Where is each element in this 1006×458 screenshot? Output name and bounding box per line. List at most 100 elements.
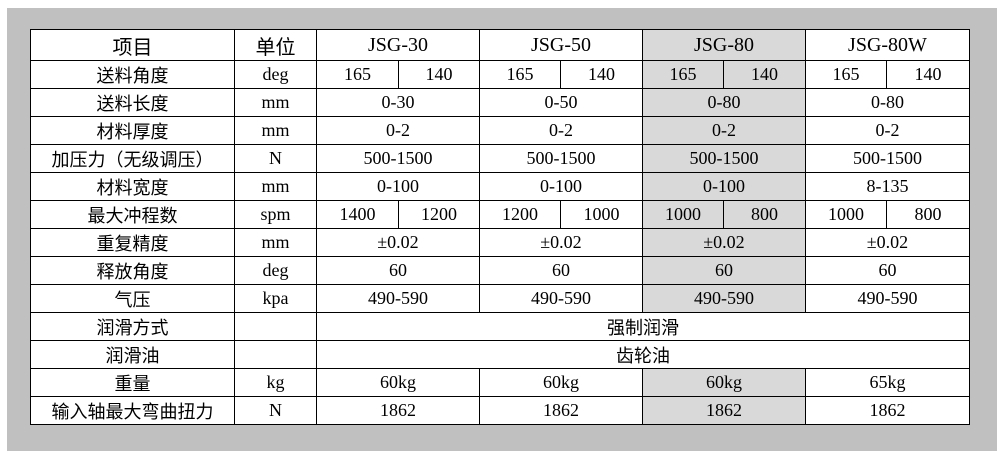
- value-cell: 1200: [479, 200, 561, 229]
- unit-cell: spm: [234, 200, 317, 229]
- table-row: 送料长度 mm 0-30 0-50 0-80 0-80: [30, 88, 970, 117]
- value-cell: 60kg: [316, 368, 480, 397]
- value-cell: 65kg: [805, 368, 970, 397]
- unit-cell: mm: [234, 172, 317, 201]
- table-row: 释放角度 deg 60 60 60 60: [30, 256, 970, 285]
- table-row: 气压 kpa 490-590 490-590 490-590 490-590: [30, 284, 970, 313]
- table-row: 送料角度 deg 165 140 165 140 165 140 165 140: [30, 60, 970, 89]
- item-cell: 气压: [30, 284, 235, 313]
- value-cell: 60: [316, 256, 480, 285]
- item-cell: 材料宽度: [30, 172, 235, 201]
- value-cell: 0-80: [805, 88, 970, 117]
- item-cell: 重量: [30, 368, 235, 397]
- value-cell: 0-50: [479, 88, 643, 117]
- table-row: 重复精度 mm ±0.02 ±0.02 ±0.02 ±0.02: [30, 228, 970, 257]
- value-cell: 165: [642, 60, 724, 89]
- table-row: 加压力（无级调压） N 500-1500 500-1500 500-1500 500-15…: [30, 144, 970, 173]
- table-row: 重量 kg 60kg 60kg 60kg 65kg: [30, 368, 970, 397]
- value-cell: 1862: [479, 396, 643, 425]
- header-cell: JSG-50: [479, 29, 643, 61]
- item-cell: 润滑油: [30, 340, 235, 369]
- value-cell: 800: [723, 200, 806, 229]
- value-cell: 140: [886, 60, 970, 89]
- merged-value-cell: 强制润滑: [316, 312, 970, 341]
- value-cell: 140: [560, 60, 643, 89]
- value-cell: 165: [316, 60, 399, 89]
- value-cell: 1200: [398, 200, 480, 229]
- value-cell: 800: [886, 200, 970, 229]
- value-cell: 140: [398, 60, 480, 89]
- value-cell: 1862: [316, 396, 480, 425]
- value-cell: 500-1500: [316, 144, 480, 173]
- value-cell: 0-100: [316, 172, 480, 201]
- value-cell: 0-2: [642, 116, 806, 145]
- value-cell: ±0.02: [642, 228, 806, 257]
- value-cell: ±0.02: [479, 228, 643, 257]
- value-cell: 500-1500: [479, 144, 643, 173]
- table-row: 润滑方式 强制润滑: [30, 312, 970, 341]
- table-row: 最大冲程数 spm 1400 1200 1200 1000 1000 800 1000 800: [30, 200, 970, 229]
- value-cell: 500-1500: [805, 144, 970, 173]
- unit-cell: kpa: [234, 284, 317, 313]
- merged-value-cell: 齿轮油: [316, 340, 970, 369]
- table-row: 输入轴最大弯曲扭力 N 1862 1862 1862 1862: [30, 396, 970, 425]
- value-cell: 1000: [642, 200, 724, 229]
- value-cell: 0-2: [479, 116, 643, 145]
- value-cell: 490-590: [316, 284, 480, 313]
- item-cell: 润滑方式: [30, 312, 235, 341]
- table-row: 材料宽度 mm 0-100 0-100 0-100 8-135: [30, 172, 970, 201]
- value-cell: 490-590: [642, 284, 806, 313]
- value-cell: ±0.02: [805, 228, 970, 257]
- item-cell: 送料长度: [30, 88, 235, 117]
- value-cell: 0-2: [316, 116, 480, 145]
- header-cell: JSG-30: [316, 29, 480, 61]
- value-cell: 60kg: [479, 368, 643, 397]
- unit-cell: mm: [234, 116, 317, 145]
- value-cell: 0-100: [642, 172, 806, 201]
- value-cell: ±0.02: [316, 228, 480, 257]
- item-cell: 加压力（无级调压）: [30, 144, 235, 173]
- item-cell: 输入轴最大弯曲扭力: [30, 396, 235, 425]
- unit-cell: [234, 340, 317, 369]
- value-cell: 1400: [316, 200, 399, 229]
- value-cell: 490-590: [805, 284, 970, 313]
- header-cell: 单位: [234, 29, 317, 61]
- unit-cell: N: [234, 396, 317, 425]
- value-cell: 60: [642, 256, 806, 285]
- value-cell: 60: [479, 256, 643, 285]
- spec-table: 项目 单位 JSG-30 JSG-50 JSG-80 JSG-80W 送料角度 deg 165 1…: [30, 29, 970, 425]
- header-cell: 项目: [30, 29, 235, 61]
- table-row: 润滑油 齿轮油: [30, 340, 970, 369]
- unit-cell: deg: [234, 256, 317, 285]
- item-cell: 送料角度: [30, 60, 235, 89]
- header-cell: JSG-80W: [805, 29, 970, 61]
- value-cell: 165: [479, 60, 561, 89]
- unit-cell: [234, 312, 317, 341]
- value-cell: 500-1500: [642, 144, 806, 173]
- unit-cell: N: [234, 144, 317, 173]
- unit-cell: kg: [234, 368, 317, 397]
- unit-cell: deg: [234, 60, 317, 89]
- value-cell: 8-135: [805, 172, 970, 201]
- value-cell: 140: [723, 60, 806, 89]
- value-cell: 0-80: [642, 88, 806, 117]
- table-header-row: 项目 单位 JSG-30 JSG-50 JSG-80 JSG-80W: [30, 29, 970, 61]
- item-cell: 材料厚度: [30, 116, 235, 145]
- value-cell: 60kg: [642, 368, 806, 397]
- value-cell: 60: [805, 256, 970, 285]
- value-cell: 165: [805, 60, 887, 89]
- header-cell: JSG-80: [642, 29, 806, 61]
- value-cell: 0-2: [805, 116, 970, 145]
- value-cell: 1000: [560, 200, 643, 229]
- table-row: 材料厚度 mm 0-2 0-2 0-2 0-2: [30, 116, 970, 145]
- item-cell: 释放角度: [30, 256, 235, 285]
- value-cell: 1862: [805, 396, 970, 425]
- item-cell: 重复精度: [30, 228, 235, 257]
- value-cell: 1000: [805, 200, 887, 229]
- value-cell: 1862: [642, 396, 806, 425]
- value-cell: 0-100: [479, 172, 643, 201]
- unit-cell: mm: [234, 88, 317, 117]
- value-cell: 0-30: [316, 88, 480, 117]
- value-cell: 490-590: [479, 284, 643, 313]
- item-cell: 最大冲程数: [30, 200, 235, 229]
